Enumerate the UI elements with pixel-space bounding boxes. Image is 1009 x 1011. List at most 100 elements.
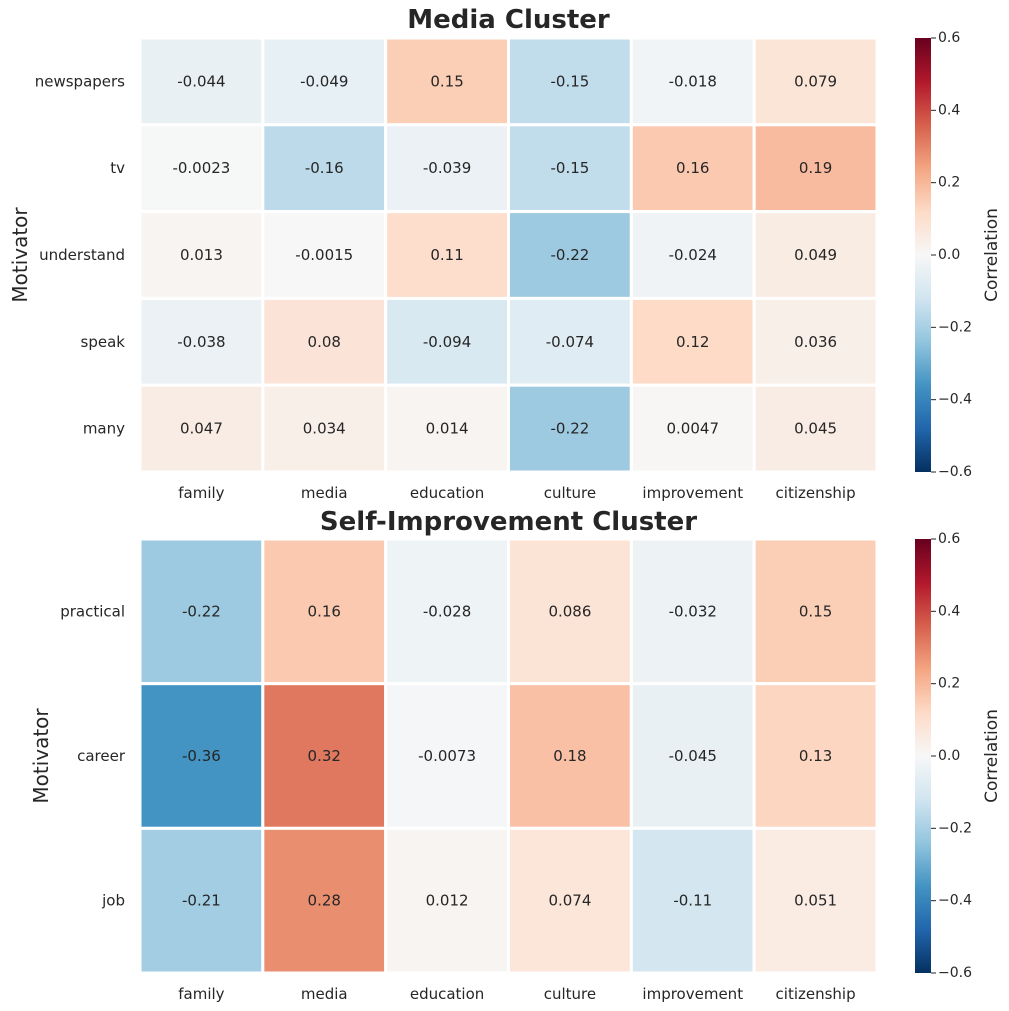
y-tick-label: many [83,420,125,438]
cell-value-label: 0.15 [430,72,463,90]
y-tick-label: practical [60,602,125,620]
cell-value-label: 0.11 [430,246,463,264]
cell-value-label: -0.074 [546,333,594,351]
x-tick-label: family [178,484,224,502]
heatmap-cell [138,36,265,127]
colorbar-label: Correlation [982,208,1002,302]
x-tick-label: media [301,484,348,502]
heatmap-cell [261,36,388,127]
heatmap-cell [629,682,756,830]
heatmap-cell [629,383,756,474]
cell-value-label: 0.32 [308,747,341,765]
cell-value-label: -0.028 [423,602,471,620]
heatmap-cell [752,36,879,127]
cell-value-label: -0.0073 [418,747,476,765]
y-tick-label: tv [110,159,125,177]
cell-value-label: 0.034 [303,420,346,438]
heatmap-cell [507,296,633,387]
cell-value-label: 0.16 [308,602,341,620]
y-tick-label: job [101,892,125,910]
y-tick-label: understand [39,246,125,264]
colorbar-tick-label: −0.4 [938,392,972,408]
heatmap-cell [261,123,388,214]
heatmap-cell [752,210,879,300]
cell-value-label: -0.22 [182,602,221,620]
colorbar [915,38,931,472]
cell-value-label: 0.051 [794,892,837,910]
heatmap-cell [507,383,633,474]
colorbar-tick-label: −0.4 [938,893,972,909]
heatmap-cell [629,826,756,975]
colorbar-tick-label: 0.4 [938,102,960,118]
heatmap-cells: -0.044 -0.049 0.15 -0.15 -0.018 0.079 -0.0023 -… [138,36,879,474]
cell-value-label: 0.045 [794,420,837,438]
cell-value-label: -0.049 [300,72,348,90]
x-tick-label: improvement [642,985,743,1003]
chart-title: Media Cluster [407,5,610,35]
cell-value-label: -0.15 [551,72,590,90]
x-tick-label: improvement [642,484,743,502]
cell-value-label: -0.045 [669,747,717,765]
cell-value-label: -0.018 [669,72,717,90]
cell-value-label: 0.086 [548,602,591,620]
cell-value-label: -0.038 [177,333,225,351]
y-axis-label: Motivator [8,207,32,303]
cell-value-label: -0.22 [551,246,590,264]
cell-value-label: 0.08 [308,333,341,351]
x-tick-label: education [410,484,484,502]
cell-value-label: -0.024 [669,246,717,264]
heatmap-cell [384,537,510,686]
colorbar-tick-label: 0.2 [938,676,960,692]
cell-value-label: 0.013 [180,246,223,264]
heatmap-cells: -0.22 0.16 -0.028 0.086 -0.032 0.15 -0.36 0.32 -… [138,537,879,975]
heatmap-cell [752,826,879,975]
colorbar [915,539,931,973]
colorbar-label: Correlation [982,709,1002,803]
cell-value-label: 0.036 [794,333,837,351]
cell-value-label: 0.15 [799,602,832,620]
cell-value-label: -0.032 [669,602,717,620]
heatmap-cell [752,383,879,474]
heatmap-cell [261,296,388,387]
cell-value-label: -0.094 [423,333,471,351]
heatmap-panel-1: Media Cluster -0.044 -0.049 0.15 -0.15 -0.018… [8,5,1002,502]
x-tick-label: education [410,985,484,1003]
heatmap-cell [261,210,388,300]
cell-value-label: 0.047 [180,420,223,438]
x-tick-label: family [178,985,224,1003]
x-tick-label: media [301,985,348,1003]
heatmap-cell [261,537,388,686]
cell-value-label: 0.16 [676,159,709,177]
cell-value-label: -0.039 [423,159,471,177]
y-axis-label: Motivator [29,708,53,804]
cell-value-label: 0.074 [548,892,591,910]
cell-value-label: 0.049 [794,246,837,264]
colorbar-tick-label: 0.0 [938,748,960,764]
cell-value-label: 0.13 [799,747,832,765]
colorbar-tick-label: 0.6 [938,30,960,46]
colorbar-tick-label: 0.2 [938,175,960,191]
heatmap-cell [138,296,265,387]
colorbar-tick-label: −0.6 [938,965,972,981]
cell-value-label: -0.0015 [295,246,353,264]
heatmap-cell [752,296,879,387]
cell-value-label: -0.044 [177,72,225,90]
colorbar-tick-label: −0.2 [938,820,972,836]
cell-value-label: -0.36 [182,747,221,765]
heatmap-cell [507,210,633,300]
heatmap-cell [629,296,756,387]
heatmap-panel-2: Self-Improvement Cluster -0.22 0.16 -0.028 0… [29,507,1002,1003]
cell-value-label: 0.012 [426,892,469,910]
heatmap-cell [752,682,879,830]
y-tick-label: speak [81,333,126,351]
heatmap-cell [384,826,510,975]
colorbar-tick-label: 0.0 [938,247,960,263]
cell-value-label: 0.014 [426,420,469,438]
cell-value-label: 0.0047 [667,420,720,438]
colorbar-tick-label: 0.6 [938,531,960,547]
heatmap-cell [507,123,633,214]
cell-value-label: 0.28 [308,892,341,910]
heatmap-cell [138,682,265,830]
x-tick-label: culture [544,985,596,1003]
heatmap-cell [507,537,633,686]
